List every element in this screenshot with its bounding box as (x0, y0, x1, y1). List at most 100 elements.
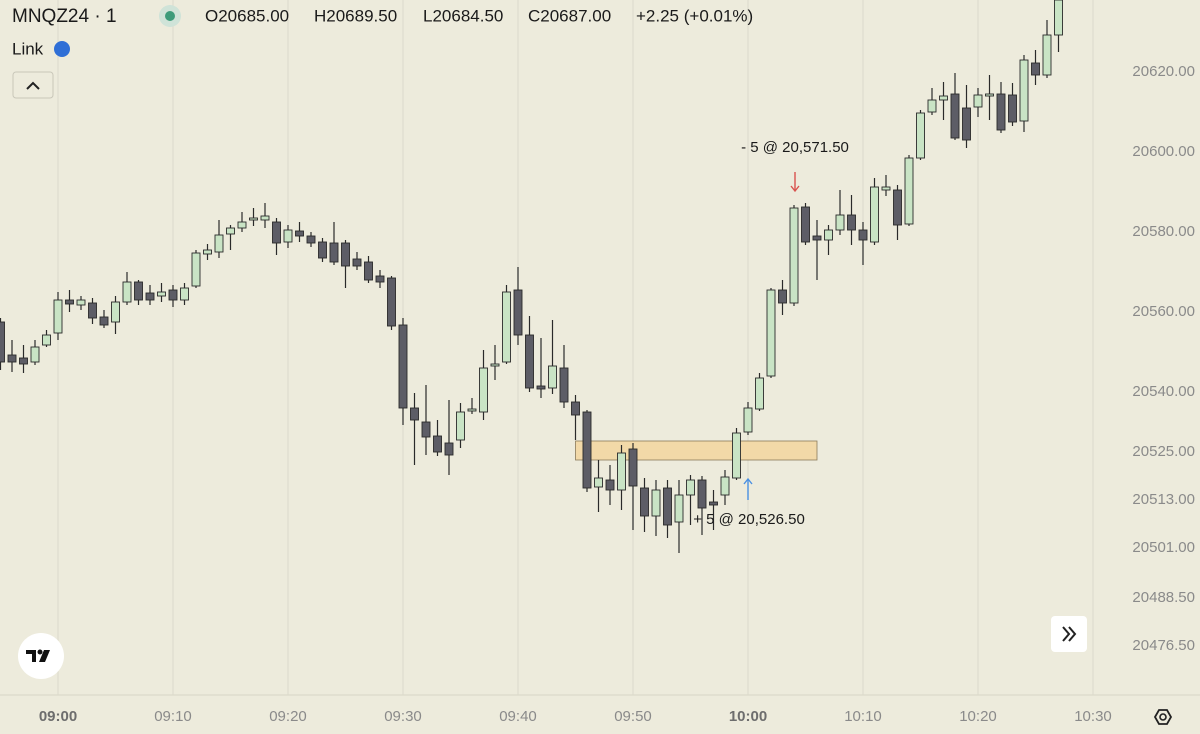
plot-area (0, 0, 1063, 553)
y-tick-label: 20540.00 (1132, 383, 1195, 400)
candle-body (42, 334, 51, 346)
trade-arrowhead (743, 477, 753, 485)
candle-body (674, 494, 684, 523)
symbol: MNQZ24 · 1 (12, 6, 117, 27)
y-tick-label: 20580.00 (1132, 223, 1195, 240)
candle-body (640, 487, 649, 517)
candle-body (1019, 59, 1029, 122)
candle-body (168, 289, 178, 301)
candle-body (272, 221, 281, 244)
candle-body (398, 324, 408, 409)
trade-label: - 5 @ 20,571.50 (741, 139, 849, 156)
candle-body (134, 281, 143, 301)
candle-body (157, 291, 166, 297)
candle-body (456, 411, 465, 441)
y-tick-label: 20488.50 (1132, 589, 1195, 606)
x-tick-label: 09:00 (39, 708, 77, 725)
ohlc-value: O20685.00 (205, 6, 289, 25)
link-label: Link (12, 39, 44, 58)
candle-body (582, 411, 592, 489)
candle-body (686, 479, 695, 496)
y-tick-label: 20513.00 (1132, 491, 1195, 508)
candle-body (295, 230, 304, 237)
candle-body (467, 408, 477, 412)
candle-body (594, 477, 603, 488)
candle-body (916, 112, 925, 159)
candle-body (145, 292, 155, 301)
candle-body (743, 407, 753, 433)
ohlc-value: L20684.50 (423, 6, 503, 25)
x-tick-label: 09:50 (614, 708, 652, 725)
candle-body (0, 321, 5, 363)
candle-body (283, 229, 293, 243)
candle-body (927, 99, 937, 113)
collapse-button[interactable] (12, 71, 54, 99)
x-tick-label: 10:30 (1074, 708, 1112, 725)
candle-body (122, 281, 132, 303)
candle-body (1031, 62, 1040, 76)
candle-body (76, 299, 86, 306)
candle-body (410, 407, 419, 421)
candle-body (766, 289, 776, 377)
y-tick-label: 20560.00 (1132, 303, 1195, 320)
candle-body (329, 242, 339, 263)
x-tick-label: 09:20 (269, 708, 307, 725)
y-tick-label: 20620.00 (1132, 63, 1195, 80)
candle-body (605, 479, 615, 491)
candle-body (571, 401, 580, 416)
candle-body (364, 261, 373, 281)
y-tick-label: 20525.00 (1132, 443, 1195, 460)
collapse-icon (26, 81, 40, 90)
candle-body (904, 157, 914, 225)
ohlc-header: O20685.00 H20689.50 L20684.50 C20687.00 +2.2… (205, 6, 753, 25)
candle-body (513, 289, 523, 336)
candle-body (962, 107, 971, 141)
candle-body (755, 377, 764, 410)
status-dot (165, 11, 175, 21)
grid (57, 0, 1094, 695)
candle-body (881, 186, 891, 191)
candle-body (111, 301, 120, 323)
settings-button[interactable] (1153, 709, 1173, 725)
candle-body (341, 242, 350, 267)
candle-body (433, 435, 442, 453)
axes: 20620.00 20600.00 20580.00 20560.00 20540.00… (39, 63, 1195, 725)
candle-body (479, 367, 488, 413)
ohlc-value: +2.25 (+0.01%) (636, 6, 753, 25)
candle-body (789, 207, 799, 304)
candle-body (663, 487, 672, 526)
candle-body (318, 241, 327, 259)
candle-body (352, 258, 362, 267)
ohlc-value: C20687.00 (528, 6, 611, 25)
price-zone (575, 440, 818, 461)
candle-body (375, 275, 385, 283)
candle-body (7, 354, 17, 363)
candle-body (306, 235, 316, 244)
candle-body (720, 476, 730, 496)
candle-body (893, 189, 902, 226)
candle-body (214, 234, 224, 253)
settings-icon (1159, 713, 1167, 721)
candle-body (502, 291, 511, 363)
candle-body (628, 448, 638, 487)
candle-body (985, 93, 994, 97)
trade-label: + 5 @ 20,526.50 (693, 511, 805, 528)
candle-body (847, 214, 856, 231)
candle-body (387, 277, 396, 327)
candle-body (651, 489, 661, 517)
candle-body (237, 221, 247, 229)
x-tick-label: 09:30 (384, 708, 422, 725)
x-tick-label: 10:00 (729, 708, 767, 725)
candle-body (950, 93, 960, 139)
candle-body (421, 421, 431, 438)
trade-arrowhead (790, 185, 800, 193)
candle-body (260, 215, 270, 221)
candle-body (996, 93, 1006, 131)
candle-body (53, 299, 63, 334)
x-tick-label: 10:20 (959, 708, 997, 725)
candle-body (180, 287, 189, 301)
candle-body (30, 346, 40, 363)
candle-body (801, 206, 810, 243)
candle-body (732, 432, 741, 479)
candle-body (559, 367, 569, 403)
